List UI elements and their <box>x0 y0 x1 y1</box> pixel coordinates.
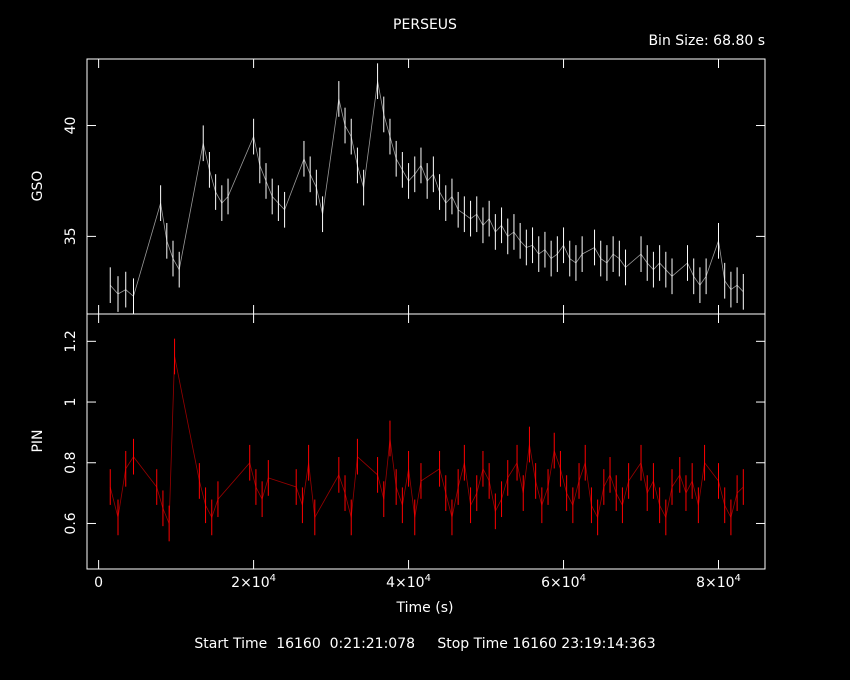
pin-x-ticks: 0 2×104 4×104 6×104 8×104 <box>94 314 741 591</box>
gso-y-ticks: 35 40 <box>63 117 765 245</box>
pin-series <box>109 338 744 542</box>
x-tick-label-base: 8×10 <box>696 575 734 591</box>
chart-title: PERSEUS <box>393 17 457 33</box>
pin-frame <box>86 313 766 570</box>
gso-panel: 35 40 GSO <box>30 58 766 315</box>
gso-series-line <box>109 81 744 298</box>
pin-panel: 0.60.811.2 0 2×104 4×104 6×104 8×104 PIN Tim… <box>30 313 766 616</box>
x-tick-label: 6×104 <box>541 573 586 591</box>
pin-ytick-label: 1.2 <box>63 330 79 352</box>
x-tick-label-exponent: 4 <box>580 573 586 584</box>
gso-frame <box>86 58 766 315</box>
x-tick-label-base: 6×10 <box>541 575 579 591</box>
x-tick-label: 2×104 <box>231 573 276 591</box>
x-tick-label-base: 4×10 <box>386 575 424 591</box>
pin-ytick-label: 0.6 <box>63 512 79 534</box>
x-tick-label: 8×104 <box>696 573 741 591</box>
pin-y-axis-label: PIN <box>30 429 46 452</box>
x-tick-label-exponent: 4 <box>425 573 431 584</box>
gso-ytick-label: 35 <box>63 227 79 245</box>
x-tick-label-base: 0 <box>94 575 103 591</box>
bin-size-label: Bin Size: 68.80 s <box>648 33 765 49</box>
pin-ytick-label: 1 <box>63 398 79 407</box>
x-tick-label: 0 <box>94 575 103 591</box>
time-range-footer: Start Time 16160 0:21:21:078 Stop Time 1… <box>0 636 850 652</box>
x-tick-label-base: 2×10 <box>231 575 269 591</box>
stop-time-value: 16160 23:19:14:363 <box>512 636 656 652</box>
x-tick-label-exponent: 4 <box>735 573 741 584</box>
pin-y-ticks: 0.6 0.8 1 1.2 <box>63 330 765 535</box>
gso-y-axis-label: GSO <box>30 171 46 202</box>
pin-series-line <box>109 356 744 524</box>
gso-ytick-label: 40 <box>63 117 79 135</box>
x-tick-label-exponent: 4 <box>270 573 276 584</box>
start-time-value: 16160 0:21:21:078 <box>276 636 416 652</box>
x-tick-label: 4×104 <box>386 573 431 591</box>
gso-x-ticks <box>98 59 720 314</box>
x-axis-label: Time (s) <box>396 600 454 616</box>
pin-ytick-label: 0.8 <box>63 452 79 474</box>
stop-time-label: Stop Time <box>437 636 508 652</box>
start-time-label: Start Time <box>194 636 268 652</box>
gso-series <box>109 63 744 314</box>
